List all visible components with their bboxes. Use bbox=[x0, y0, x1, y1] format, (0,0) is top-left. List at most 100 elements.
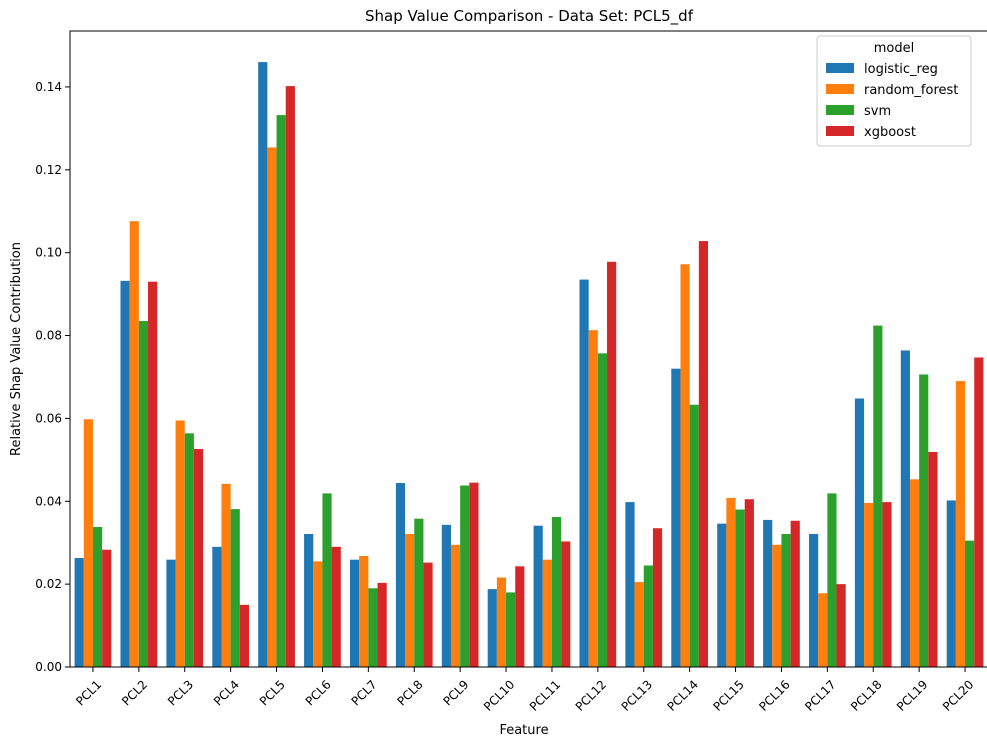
bar-random-forest-pcl4 bbox=[221, 483, 231, 667]
bar-xgboost-pcl7 bbox=[377, 582, 387, 667]
bar-random-forest-pcl11 bbox=[542, 559, 552, 667]
x-tick-label: PCL1 bbox=[73, 677, 104, 708]
bar-logistic-reg-pcl17 bbox=[808, 534, 819, 667]
y-axis: 0.00 0.02 0.04 0.06 0.08 0.10 0.12 0.14 bbox=[35, 80, 70, 674]
bar-xgboost-pcl14 bbox=[698, 241, 709, 667]
bar-svm-pcl9 bbox=[460, 485, 470, 667]
x-tick-label: PCL19 bbox=[894, 677, 930, 713]
x-tick-label: PCL2 bbox=[119, 677, 150, 708]
bar-logistic-reg-pcl5 bbox=[258, 62, 268, 667]
bar-svm-pcl2 bbox=[138, 321, 149, 667]
bar-random-forest-pcl12 bbox=[588, 330, 598, 667]
bar-svm-pcl1 bbox=[92, 526, 103, 667]
bar-svm-pcl6 bbox=[322, 493, 332, 667]
y-tick-label: 0.08 bbox=[35, 329, 62, 343]
y-tick-label: 0.06 bbox=[35, 411, 62, 425]
bar-logistic-reg-pcl11 bbox=[533, 525, 543, 667]
x-tick-label: PCL13 bbox=[619, 677, 655, 713]
bar-xgboost-pcl10 bbox=[515, 566, 525, 667]
bar-random-forest-pcl5 bbox=[267, 147, 277, 667]
y-tick-label: 0.02 bbox=[35, 577, 62, 591]
bar-logistic-reg-pcl12 bbox=[579, 279, 589, 667]
bar-svm-pcl18 bbox=[873, 325, 883, 667]
bar-svm-pcl12 bbox=[597, 353, 608, 667]
x-tick-label: PCL3 bbox=[165, 677, 196, 708]
legend-label-random-forest: random_forest bbox=[864, 83, 958, 98]
bar-logistic-reg-pcl16 bbox=[763, 519, 773, 667]
bar-random-forest-pcl19 bbox=[909, 479, 920, 667]
plot-frame bbox=[69, 30, 987, 668]
bar-logistic-reg-pcl7 bbox=[349, 559, 360, 667]
bars-layer bbox=[74, 62, 984, 668]
bar-xgboost-pcl6 bbox=[331, 546, 341, 667]
bar-random-forest-pcl13 bbox=[634, 582, 644, 667]
x-tick-label: PCL16 bbox=[756, 677, 792, 713]
bar-random-forest-pcl2 bbox=[129, 221, 139, 667]
bar-xgboost-pcl17 bbox=[836, 584, 846, 667]
legend-swatch-svm bbox=[826, 105, 854, 115]
bar-xgboost-pcl19 bbox=[928, 451, 938, 667]
bar-random-forest-pcl9 bbox=[450, 544, 461, 667]
bar-random-forest-pcl18 bbox=[864, 502, 874, 667]
bar-random-forest-pcl16 bbox=[772, 544, 782, 667]
bar-xgboost-pcl8 bbox=[423, 562, 433, 667]
x-tick-label: PCL6 bbox=[303, 677, 334, 708]
bar-logistic-reg-pcl3 bbox=[166, 559, 176, 667]
bar-random-forest-pcl10 bbox=[496, 577, 507, 667]
bar-svm-pcl8 bbox=[414, 518, 424, 667]
bar-svm-pcl16 bbox=[781, 534, 791, 667]
bar-logistic-reg-pcl19 bbox=[900, 350, 910, 667]
bar-random-forest-pcl7 bbox=[359, 555, 369, 667]
x-tick-label: PCL15 bbox=[710, 677, 746, 713]
legend-title: model bbox=[874, 41, 914, 56]
bar-svm-pcl15 bbox=[735, 509, 745, 667]
bar-logistic-reg-pcl10 bbox=[487, 589, 497, 667]
bar-xgboost-pcl16 bbox=[790, 520, 800, 667]
legend-swatch-logistic-reg bbox=[826, 63, 854, 73]
bar-svm-pcl19 bbox=[919, 374, 929, 667]
y-tick-label: 0.04 bbox=[35, 494, 62, 508]
bar-logistic-reg-pcl6 bbox=[304, 534, 314, 667]
bar-xgboost-pcl13 bbox=[652, 528, 663, 667]
y-tick-label: 0.00 bbox=[35, 660, 62, 674]
x-tick-label: PCL9 bbox=[440, 677, 471, 708]
x-axis-label: Feature bbox=[499, 723, 548, 738]
bar-random-forest-pcl15 bbox=[726, 497, 736, 667]
bar-svm-pcl3 bbox=[184, 433, 194, 667]
x-tick-label: PCL4 bbox=[211, 677, 242, 708]
x-tick-label: PCL12 bbox=[573, 677, 609, 713]
legend-label-xgboost: xgboost bbox=[864, 125, 916, 140]
bar-xgboost-pcl15 bbox=[744, 499, 754, 667]
legend-label-logistic-reg: logistic_reg bbox=[864, 62, 938, 77]
y-axis-label: Relative Shap Value Contribution bbox=[9, 242, 24, 456]
y-tick-label: 0.14 bbox=[35, 80, 62, 94]
legend-swatch-random-forest bbox=[826, 84, 854, 94]
bar-svm-pcl7 bbox=[368, 588, 378, 667]
bar-logistic-reg-pcl18 bbox=[854, 398, 865, 667]
x-tick-label: PCL8 bbox=[395, 677, 426, 708]
bar-logistic-reg-pcl15 bbox=[717, 523, 727, 667]
bar-logistic-reg-pcl9 bbox=[441, 524, 451, 667]
bar-xgboost-pcl11 bbox=[561, 541, 571, 667]
y-tick-label: 0.10 bbox=[35, 246, 62, 260]
bar-xgboost-pcl4 bbox=[239, 604, 250, 667]
bar-logistic-reg-pcl1 bbox=[74, 558, 84, 667]
x-tick-label: PCL20 bbox=[940, 677, 976, 713]
bar-logistic-reg-pcl4 bbox=[212, 546, 222, 667]
legend-label-svm: svm bbox=[864, 104, 891, 119]
bar-svm-pcl13 bbox=[643, 565, 653, 667]
bar-logistic-reg-pcl14 bbox=[671, 368, 681, 667]
bar-svm-pcl14 bbox=[689, 404, 699, 667]
bar-xgboost-pcl2 bbox=[148, 281, 158, 667]
x-tick-label: PCL7 bbox=[349, 677, 380, 708]
x-tick-label: PCL10 bbox=[481, 677, 517, 713]
bar-xgboost-pcl1 bbox=[102, 549, 112, 667]
bar-random-forest-pcl8 bbox=[405, 534, 415, 667]
bar-svm-pcl10 bbox=[506, 592, 516, 667]
bar-logistic-reg-pcl13 bbox=[625, 502, 635, 667]
bar-random-forest-pcl17 bbox=[818, 593, 828, 667]
bar-svm-pcl17 bbox=[827, 493, 837, 667]
bar-xgboost-pcl12 bbox=[607, 261, 617, 667]
